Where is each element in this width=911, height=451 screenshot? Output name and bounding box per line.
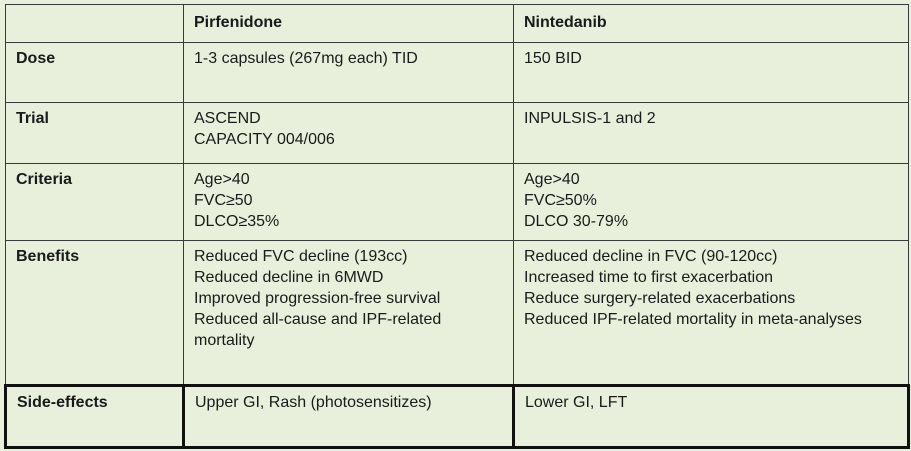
- cell-benefits-pirfenidone: Reduced FVC decline (193cc) Reduced decl…: [183, 240, 514, 386]
- cell-text: Reduced FVC decline (193cc): [194, 248, 408, 265]
- header-pirfenidone: Pirfenidone: [183, 4, 514, 43]
- cell-text: Increased time to first exacerbation: [524, 269, 774, 286]
- cell-text: INPULSIS-1 and 2: [524, 110, 656, 127]
- row-label-criteria: Criteria: [5, 163, 184, 241]
- cell-criteria-nintedanib: Age>40 FVC≥50% DLCO 30-79%: [513, 163, 909, 241]
- cell-text: Reduced all-cause and IPF-related mortal…: [194, 311, 442, 349]
- row-criteria: Criteria Age>40 FVC≥50 DLCO≥35% Age>40 F…: [5, 163, 909, 241]
- cell-text: Age>40: [524, 171, 580, 188]
- cell-benefits-nintedanib: Reduced decline in FVC (90-120cc) Increa…: [513, 240, 909, 386]
- cell-text: FVC≥50: [194, 192, 253, 209]
- row-label-side-effects: Side-effects: [4, 384, 185, 449]
- row-trial: Trial ASCEND CAPACITY 004/006 INPULSIS-1…: [5, 102, 909, 164]
- cell-text: DLCO≥35%: [194, 213, 280, 230]
- cell-trial-pirfenidone: ASCEND CAPACITY 004/006: [183, 102, 514, 164]
- cell-text: Reduced decline in 6MWD: [194, 269, 384, 286]
- cell-side-effects-nintedanib: Lower GI, LFT: [512, 384, 910, 449]
- cell-text: Age>40: [194, 171, 250, 188]
- cell-text: ASCEND: [194, 110, 261, 127]
- cell-text: Reduced IPF-related mortality in meta-an…: [524, 311, 862, 328]
- cell-text: Lower GI, LFT: [525, 394, 628, 411]
- cell-side-effects-pirfenidone: Upper GI, Rash (photosensitizes): [182, 384, 515, 449]
- header-nintedanib: Nintedanib: [513, 4, 909, 43]
- cell-text: Upper GI, Rash (photosensitizes): [195, 394, 432, 411]
- cell-text: FVC≥50%: [524, 192, 597, 209]
- row-label-benefits: Benefits: [5, 240, 184, 386]
- row-side-effects: Side-effects Upper GI, Rash (photosensit…: [4, 384, 910, 449]
- row-benefits: Benefits Reduced FVC decline (193cc) Red…: [5, 240, 909, 386]
- header-row: Pirfenidone Nintedanib: [5, 4, 909, 43]
- row-label-dose: Dose: [5, 42, 184, 103]
- row-label-trial: Trial: [5, 102, 184, 164]
- comparison-table: Pirfenidone Nintedanib Dose 1-3 capsules…: [4, 4, 910, 449]
- cell-text: DLCO 30-79%: [524, 213, 629, 230]
- cell-criteria-pirfenidone: Age>40 FVC≥50 DLCO≥35%: [183, 163, 514, 241]
- cell-text: 150 BID: [524, 50, 582, 67]
- cell-text: 1-3 capsules (267mg each) TID: [194, 50, 418, 67]
- cell-text: Reduce surgery-related exacerbations: [524, 290, 796, 307]
- cell-text: Improved progression-free survival: [194, 290, 441, 307]
- cell-text: Reduced decline in FVC (90-120cc): [524, 248, 778, 265]
- cell-dose-nintedanib: 150 BID: [513, 42, 909, 103]
- cell-dose-pirfenidone: 1-3 capsules (267mg each) TID: [183, 42, 514, 103]
- cell-text: CAPACITY 004/006: [194, 131, 335, 148]
- header-cell-empty: [5, 4, 184, 43]
- cell-trial-nintedanib: INPULSIS-1 and 2: [513, 102, 909, 164]
- row-dose: Dose 1-3 capsules (267mg each) TID 150 B…: [5, 42, 909, 103]
